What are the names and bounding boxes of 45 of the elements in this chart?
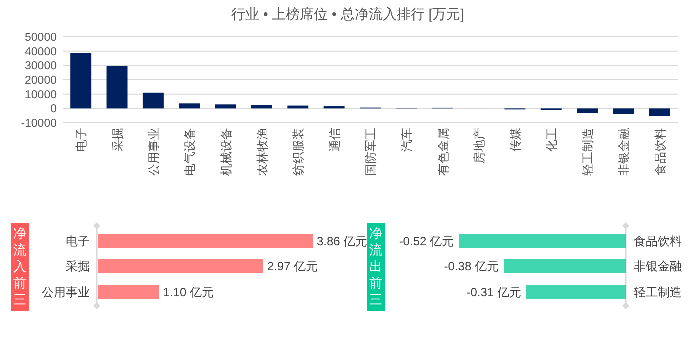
chart-title: 行业 • 上榜席位 • 总净流入排行 [万元]: [231, 6, 465, 22]
y-tick-label: 电子: [66, 234, 90, 248]
bar: [613, 108, 634, 114]
x-tick-label: 机械设备: [219, 128, 234, 176]
text: 净流出前三: [370, 226, 382, 307]
x-tick-label: 农林牧渔: [255, 128, 270, 176]
x-tick-label: 轻工制造: [581, 128, 596, 176]
y-tick-label: 10000: [25, 89, 57, 102]
bar: [142, 92, 164, 109]
y-tick-label: -10000: [21, 118, 57, 130]
bar: [215, 104, 236, 109]
x-tick-label: 公用事业: [146, 128, 161, 176]
data-label: 2.97 亿元: [267, 260, 318, 274]
data-label: 1.10 亿元: [163, 286, 214, 300]
data-label: -0.52 亿元: [399, 234, 454, 248]
bar: [649, 108, 670, 116]
bar: [179, 104, 200, 109]
bar: [251, 106, 272, 109]
x-tick-label: 电气设备: [183, 128, 198, 176]
y-tick-label: 食品饮料: [634, 234, 682, 248]
data-label: -0.31 亿元: [466, 286, 522, 300]
y-tick-label: 轻工制造: [634, 286, 682, 300]
x-tick-label: 国防军工: [364, 128, 378, 176]
x-tick-label: 房地产: [472, 128, 487, 164]
x-tick-label: 传媒: [508, 128, 523, 152]
x-tick-label: 有色金属: [436, 128, 450, 176]
y-tick-label: 40000: [25, 46, 57, 58]
y-tick-label: 0: [50, 104, 57, 116]
y-tick-label: 公用事业: [42, 286, 90, 300]
x-tick-label: 化工: [544, 128, 559, 152]
bar: [106, 66, 128, 109]
y-tick-label: 30000: [25, 60, 57, 73]
bar: [70, 53, 92, 109]
y-tick-label: 非银金融: [634, 260, 682, 274]
data-label: -0.38 亿元: [444, 260, 499, 274]
y-tick-label: 50000: [25, 32, 57, 44]
text: 净流入前三: [14, 226, 26, 307]
bar: [577, 108, 598, 114]
data-label: 3.86 亿元: [317, 234, 368, 248]
x-tick-label: 采掘: [110, 128, 125, 152]
x-tick-label: 汽车: [400, 128, 414, 152]
x-tick-label: 纺织服装: [292, 128, 306, 176]
x-tick-label: 通信: [328, 128, 342, 152]
y-tick-label: 20000: [25, 75, 57, 87]
y-tick-label: 采掘: [66, 260, 90, 274]
